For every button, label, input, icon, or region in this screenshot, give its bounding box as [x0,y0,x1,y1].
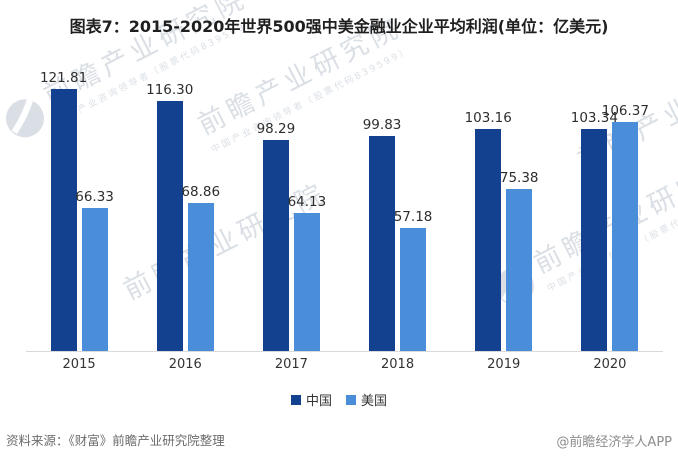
x-axis-label-2019: 2019 [487,357,521,372]
bar-value-label: 66.33 [75,189,114,206]
bar-china-2018: 99.83 [363,117,401,351]
bar-value-label: 103.16 [464,110,512,127]
bar-usa-2020: 106.37 [602,103,649,351]
bar-value-label: 64.13 [287,194,327,211]
bar-group-2019: 103.16 75.38 [465,110,539,351]
bar-group-2017: 98.29 64.13 [257,121,326,351]
x-axis: 2015 2016 2017 2018 2019 2020 [26,357,663,372]
legend-swatch-china [290,394,301,405]
credit-note: @前瞻经济学人APP [556,435,672,450]
page-title: 图表7：2015-2020年世界500强中美金融业企业平均利润(单位：亿美元) [69,17,609,36]
bar-group-2020: 103.34 106.37 [571,103,649,351]
bar-usa-2019: 75.38 [500,170,539,351]
bar-value-label: 121.81 [39,70,88,86]
x-axis-label-2018: 2018 [381,357,415,372]
bar-china-2019: 103.16 [465,110,512,351]
x-axis-label-2015: 2015 [62,357,96,372]
bar-value-label: 98.29 [256,120,296,137]
bar-group-2015: 121.81 66.33 [40,70,114,351]
bar-value-label: 116.30 [146,81,194,98]
bar-group-2016: 116.30 68.86 [146,82,220,351]
bar-value-label: 68.86 [181,183,221,200]
bar-group-2018: 99.83 57.18 [363,117,432,351]
x-axis-label-2017: 2017 [274,357,308,372]
legend-swatch-usa [346,394,356,405]
legend: 中国 美国 [0,390,678,409]
bar-value-label: 103.34 [570,109,618,126]
bar-usa-2018: 57.18 [394,209,432,351]
bar-value-label: 99.83 [362,117,402,134]
bar-china-2017: 98.29 [257,121,295,351]
bar-china-2016: 116.30 [146,82,193,351]
legend-label-usa: 美国 [361,394,388,409]
bar-value-label: 57.18 [393,209,433,225]
x-axis-label-2016: 2016 [168,357,202,372]
legend-label-china: 中国 [305,394,332,409]
bar-usa-2017: 64.13 [288,194,326,351]
bar-value-label: 75.38 [499,169,539,186]
bar-usa-2015: 66.33 [75,189,114,351]
bar-china-2015: 121.81 [40,70,87,351]
bar-usa-2016: 68.86 [181,184,220,351]
plot-area: 121.81 66.33 116.30 68.86 98.29 64.13 99.83 57.… [26,40,663,352]
legend-item-usa: 美国 [346,390,387,409]
bar-value-label: 106.37 [601,103,649,120]
x-axis-label-2020: 2020 [593,357,627,372]
bar-china-2020: 103.34 [571,110,618,351]
source-note: 资料来源：《财富》前瞻产业研究院整理 [6,433,225,448]
legend-item-china: 中国 [290,390,332,409]
